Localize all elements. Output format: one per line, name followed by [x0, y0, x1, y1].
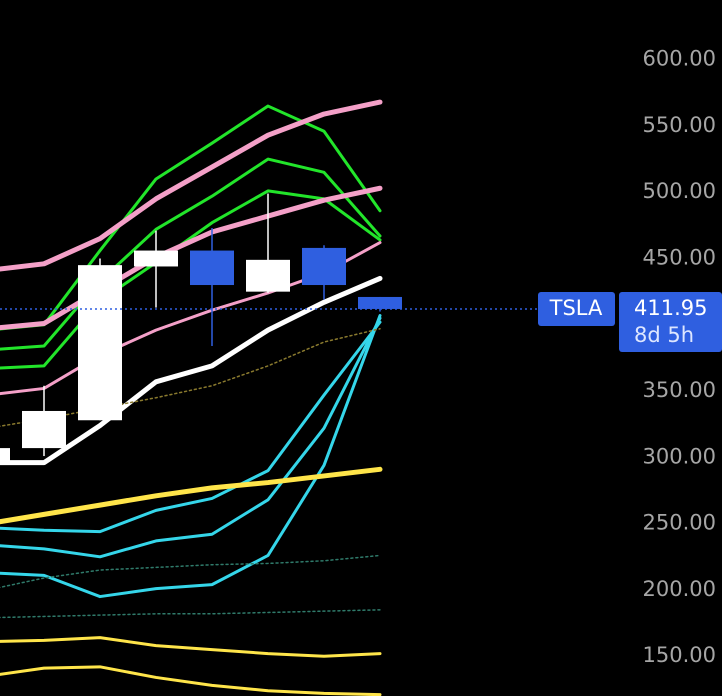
symbol-tag — [538, 291, 615, 326]
indicator-line — [0, 314, 382, 599]
y-tick-label: 600.00 — [643, 47, 716, 71]
price-tag — [619, 291, 722, 352]
price-label: 411.95 — [634, 296, 707, 320]
indicator-line — [0, 554, 381, 589]
indicator-line — [0, 275, 383, 466]
y-tick-label: 300.00 — [643, 444, 716, 468]
y-tick-label: 500.00 — [643, 179, 716, 203]
y-tick-label: 550.00 — [643, 113, 716, 137]
y-tick-label: 150.00 — [643, 643, 716, 667]
y-tick-label: 250.00 — [643, 511, 716, 535]
indicator-line — [0, 609, 381, 619]
indicator-line — [0, 320, 382, 534]
candle-body — [246, 259, 290, 292]
candle-body — [358, 296, 402, 309]
candle-body — [302, 247, 346, 286]
indicator-line — [0, 185, 383, 331]
y-tick-label: 350.00 — [643, 378, 716, 402]
indicator-line — [0, 636, 382, 658]
countdown-label: 8d 5h — [634, 323, 694, 347]
symbol-label: TSLA — [549, 296, 603, 320]
candle-body — [78, 265, 122, 421]
indicator-line — [0, 665, 382, 696]
candle-body — [0, 448, 10, 463]
y-tick-label: 200.00 — [643, 577, 716, 601]
indicator-line — [0, 316, 382, 559]
indicator-line — [0, 157, 382, 351]
candle-body — [190, 250, 234, 286]
indicator-line — [0, 104, 382, 331]
candle-body — [134, 250, 178, 267]
indicator-line — [0, 466, 383, 525]
candle-body — [22, 410, 66, 449]
y-tick-label: 450.00 — [643, 246, 716, 270]
indicator-line — [0, 99, 383, 272]
